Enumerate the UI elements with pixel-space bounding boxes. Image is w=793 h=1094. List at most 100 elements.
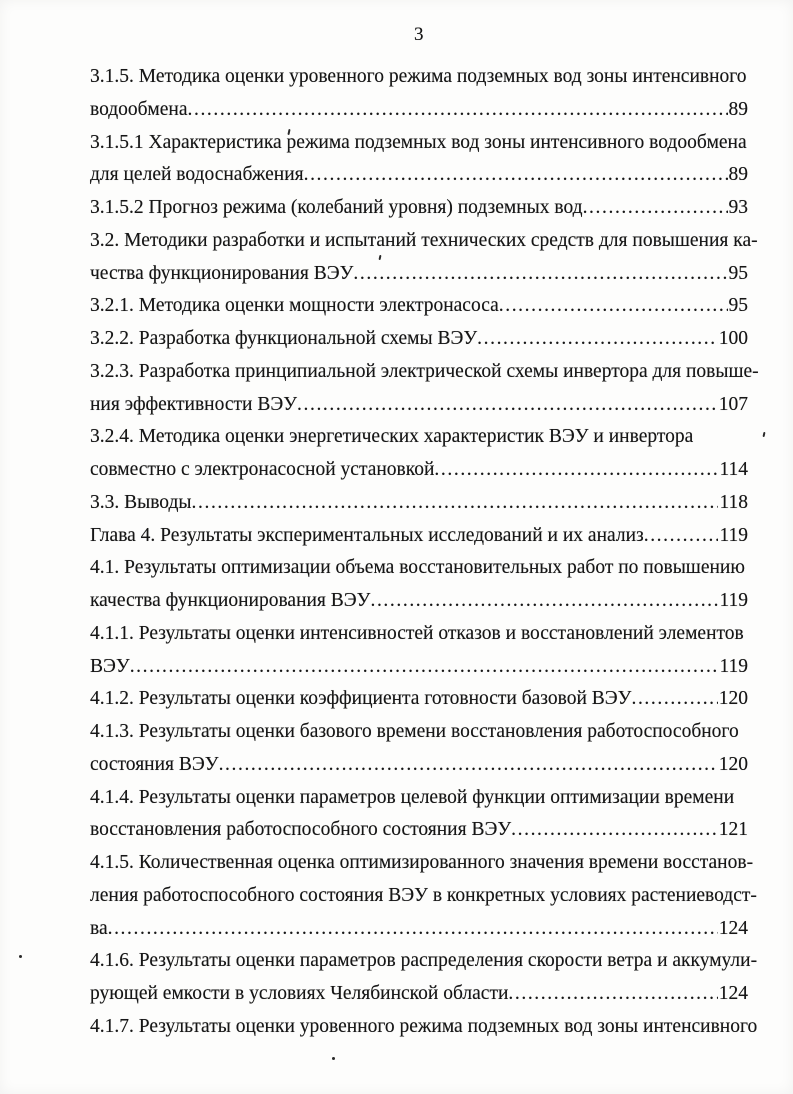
toc-page-ref: 120 [718, 753, 748, 775]
toc-line-text: 4.1.7. Результаты оценки уровенного режи… [90, 1015, 758, 1037]
toc-page-ref: 119 [719, 524, 748, 546]
toc-line: 3.1.5.1 Характеристика режима подземных … [90, 127, 748, 160]
page-number: 3 [414, 24, 424, 45]
toc-line: 4.1.1. Результаты оценки интенсивностей … [90, 618, 748, 651]
toc-page-ref: 93 [728, 197, 749, 218]
toc-line-text: ления работоспособного состояния ВЭУ в к… [90, 884, 757, 906]
toc-line: 4.1.2. Результаты оценки коэффициента го… [90, 683, 748, 716]
toc-line-text: для целей водоснабжения [90, 164, 304, 186]
toc-line-text: 4.1.6. Результаты оценки параметров расп… [90, 950, 758, 972]
toc-line: 4.1.6. Результаты оценки параметров расп… [90, 945, 757, 978]
dot-leader [353, 258, 727, 291]
dot-leader [304, 159, 728, 192]
toc-line: ВЭУ 119 [90, 651, 748, 684]
toc-line: 3.1.5.2 Прогноз режима (колебаний уровня… [90, 192, 748, 225]
dot-leader [108, 913, 718, 946]
toc-line-text: 4.1.1. Результаты оценки интенсивностей … [90, 622, 744, 644]
toc-line-text: 3.2.3. Разработка принципиальной электри… [90, 360, 759, 382]
toc-page-ref: 95 [728, 295, 749, 317]
toc-line: ва 124 [90, 913, 748, 946]
toc-page-ref: 124 [718, 983, 748, 1004]
toc-line-text: совместно с электронасосной установкой [90, 459, 435, 480]
toc-line: 4.1.3. Результаты оценки базового времен… [90, 716, 748, 749]
toc-line-text: 3.3. Выводы [90, 491, 192, 513]
scan-artifact [762, 431, 766, 438]
toc-line: Глава 4. Результаты экспериментальных ис… [90, 520, 748, 553]
toc-line: 3.2.4. Методика оценки энергетических ха… [90, 421, 748, 454]
toc-line-text: 4.1.4. Результаты оценки параметров целе… [90, 786, 735, 808]
toc-page-ref: 118 [719, 491, 748, 513]
toc-line: рующей емкости в условиях Челябинской об… [90, 978, 748, 1011]
toc-line: чества функционирования ВЭУ 95 [90, 258, 748, 291]
dot-leader [188, 94, 728, 127]
scan-artifact [332, 1057, 335, 1060]
toc-line: качества функционирования ВЭУ 119 [90, 585, 748, 618]
toc-line: ния эффективности ВЭУ 107 [90, 389, 748, 422]
toc-line: 3.2. Методики разработки и испытаний тех… [90, 225, 758, 258]
dot-leader [130, 651, 719, 684]
dot-leader [508, 978, 717, 1011]
scan-artifact [19, 955, 22, 958]
toc-line-text: 4.1. Результаты оптимизации объема восст… [90, 557, 745, 579]
toc-line-text: состояния ВЭУ [90, 753, 219, 775]
toc-line: 4.1. Результаты оптимизации объема восст… [90, 552, 748, 585]
dot-leader [219, 749, 718, 782]
toc-page-ref: 100 [718, 328, 748, 349]
toc-line: 3.2.2. Разработка функциональной схемы В… [90, 323, 748, 356]
toc-line-text: 3.2. Методики разработки и испытаний тех… [90, 229, 758, 251]
dot-leader [434, 454, 718, 487]
scan-artifact [233, 208, 236, 211]
toc-line-text: ния эффективности ВЭУ [90, 393, 298, 415]
toc-page-ref: 120 [718, 688, 748, 710]
toc-line: совместно с электронасосной установкой 1… [90, 454, 748, 487]
toc-line: 3.2.1. Методика оценки мощности электрон… [90, 290, 748, 323]
toc-page-ref: 124 [718, 917, 748, 939]
toc-line-text: 3.1.5.2 Прогноз режима (колебаний уровня… [90, 197, 583, 218]
toc-line: состояния ВЭУ 120 [90, 749, 748, 782]
dot-leader [477, 323, 718, 356]
toc-line-text: Глава 4. Результаты экспериментальных ис… [90, 524, 644, 546]
dot-leader [192, 487, 719, 520]
dot-leader [631, 683, 717, 716]
toc-page-ref: 119 [719, 655, 748, 677]
toc-line: 3.3. Выводы 118 [90, 487, 748, 520]
toc-page-ref: 114 [719, 459, 748, 480]
toc-line-text: 4.1.5. Количественная оценка оптимизиров… [90, 852, 754, 873]
toc-page-ref: 119 [719, 590, 748, 611]
dot-leader [644, 520, 719, 553]
toc-line-text: 3.2.1. Методика оценки мощности электрон… [90, 295, 499, 317]
toc-page-ref: 95 [728, 262, 749, 284]
toc-line: водообмена 89 [90, 94, 748, 127]
dot-leader [370, 585, 718, 618]
toc-line: восстановления работоспособного состояни… [90, 814, 748, 847]
dot-leader [297, 389, 718, 422]
toc-line-text: 3.1.5. Методика оценки уровенного режима… [90, 66, 747, 87]
toc-line: 3.2.3. Разработка принципиальной электри… [90, 356, 759, 389]
toc-line-text: 3.2.2. Разработка функциональной схемы В… [90, 328, 478, 349]
toc-line: 4.1.4. Результаты оценки параметров целе… [90, 782, 748, 815]
toc-line: 3.1.5. Методика оценки уровенного режима… [90, 61, 748, 94]
dot-leader [511, 814, 718, 847]
toc-line: 4.1.7. Результаты оценки уровенного режи… [90, 1011, 757, 1044]
toc-page-ref: 89 [728, 164, 749, 186]
dot-leader [583, 192, 728, 225]
toc-page-ref: 89 [728, 98, 749, 120]
toc-line-text: качества функционирования ВЭУ [90, 590, 371, 611]
toc-line-text: 3.2.4. Методика оценки энергетических ха… [90, 426, 694, 448]
toc-list: 3.1.5. Методика оценки уровенного режима… [90, 61, 759, 1044]
toc-line: ления работоспособного состояния ВЭУ в к… [90, 880, 757, 913]
toc-line-text: водообмена [90, 98, 188, 120]
toc-line-text: ва [90, 917, 108, 939]
toc-line-text: 4.1.2. Результаты оценки коэффициента го… [90, 688, 632, 710]
toc-line-text: восстановления работоспособного состояни… [90, 819, 512, 841]
dot-leader [499, 290, 728, 323]
toc-page-ref: 107 [718, 393, 748, 415]
toc-line-text: чества функционирования ВЭУ [90, 262, 354, 284]
toc-line-text: ВЭУ [90, 655, 130, 677]
toc-line: 4.1.5. Количественная оценка оптимизиров… [90, 847, 753, 880]
toc-line: для целей водоснабжения 89 [90, 159, 748, 192]
toc-page-ref: 121 [718, 819, 748, 841]
toc-line-text: 4.1.3. Результаты оценки базового времен… [90, 721, 739, 742]
toc-line-text: 3.1.5.1 Характеристика режима подземных … [90, 131, 747, 153]
